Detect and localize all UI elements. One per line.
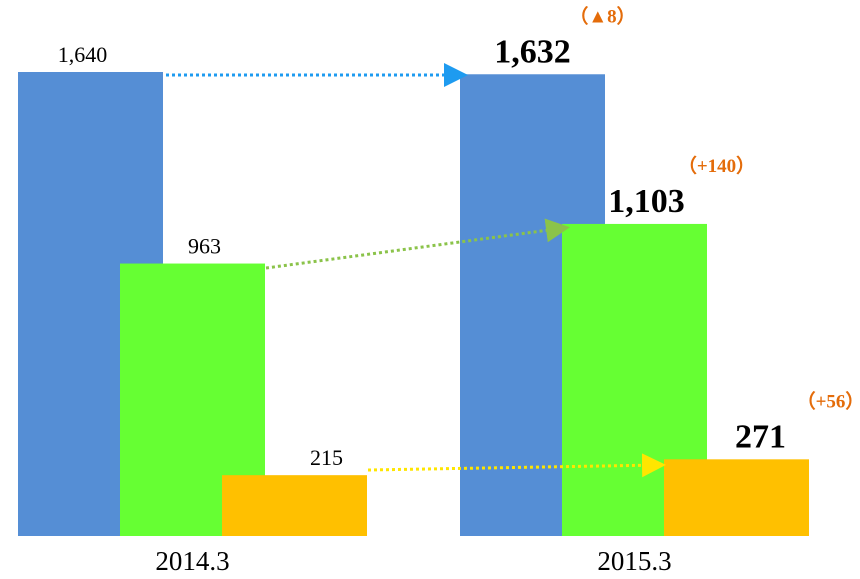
green-arrow: [265, 218, 570, 270]
change-annotation: （▲8）: [569, 4, 635, 27]
value-label: 1,103: [608, 183, 685, 220]
x-tick-label: 2014.3: [155, 546, 229, 576]
x-tick-label: 2015.3: [597, 546, 671, 576]
bar: [222, 475, 367, 536]
value-label: 1,632: [494, 33, 571, 70]
bar: [664, 459, 809, 536]
bars: [18, 72, 809, 536]
change-annotation: （+56）: [797, 389, 860, 412]
value-label: 963: [188, 234, 221, 259]
change-annotation: （+140）: [678, 154, 755, 177]
value-label: 215: [310, 445, 343, 470]
yellow-arrow: [367, 453, 666, 478]
value-label: 271: [735, 418, 786, 455]
value-label: 1,640: [58, 42, 108, 67]
